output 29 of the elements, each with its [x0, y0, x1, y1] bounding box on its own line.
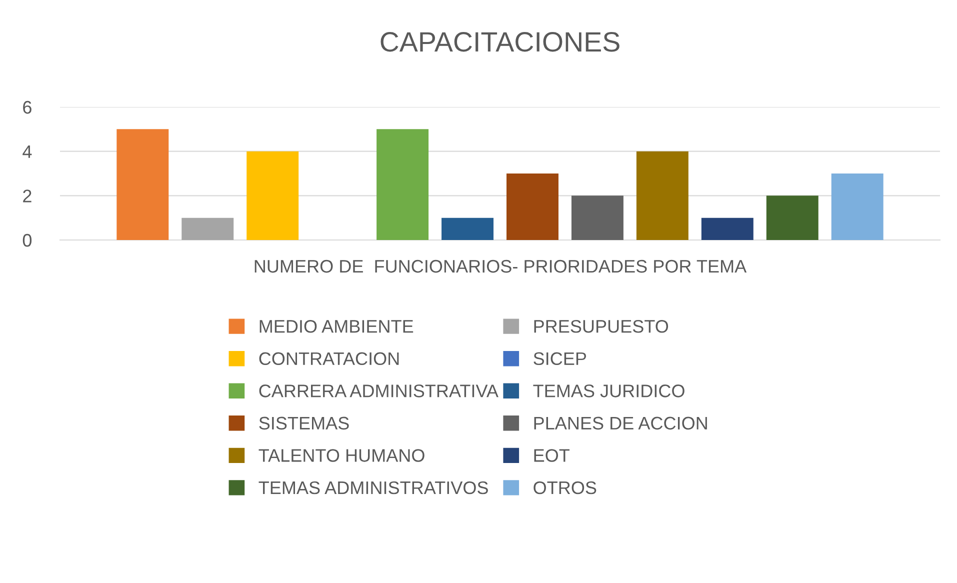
- bar: [182, 218, 234, 240]
- y-tick-label: 6: [23, 100, 32, 114]
- bar: [506, 174, 558, 240]
- legend-label: CONTRATACION: [259, 352, 399, 366]
- legend-label: EOT: [534, 449, 570, 462]
- bar: [766, 196, 818, 240]
- bar: [442, 218, 494, 240]
- legend-label: TEMAS JURIDICO: [533, 384, 684, 398]
- bar: [701, 218, 754, 240]
- chart-title: CAPACITACIONES: [380, 32, 620, 52]
- legend-label: MEDIO AMBIENTE: [260, 320, 414, 333]
- legend-label: PRESUPUESTO: [534, 320, 668, 333]
- bar: [831, 174, 884, 240]
- bar: [636, 151, 688, 240]
- legend-label: TALENTO HUMANO: [258, 449, 424, 462]
- legend-label: SISTEMAS: [259, 416, 349, 430]
- y-tick-label: 4: [22, 145, 32, 158]
- bar: [246, 151, 299, 240]
- legend-label: OTROS: [534, 481, 596, 494]
- legend-label: PLANES DE ACCION: [534, 416, 707, 430]
- bar: [571, 196, 624, 240]
- legend-label: TEMAS ADMINISTRATIVOS: [258, 481, 488, 494]
- y-tick-label: 2: [23, 190, 32, 202]
- legend-label: SICEP: [534, 352, 586, 366]
- bar: [116, 129, 169, 240]
- bar: [376, 129, 429, 240]
- legend-label: CARRERA ADMINISTRATIVA: [259, 384, 498, 398]
- y-tick-label: 0: [22, 234, 32, 247]
- x-tick-label: NUMERO DE FUNCIONARIOS- PRIORIDADES POR TEMA: [254, 260, 747, 273]
